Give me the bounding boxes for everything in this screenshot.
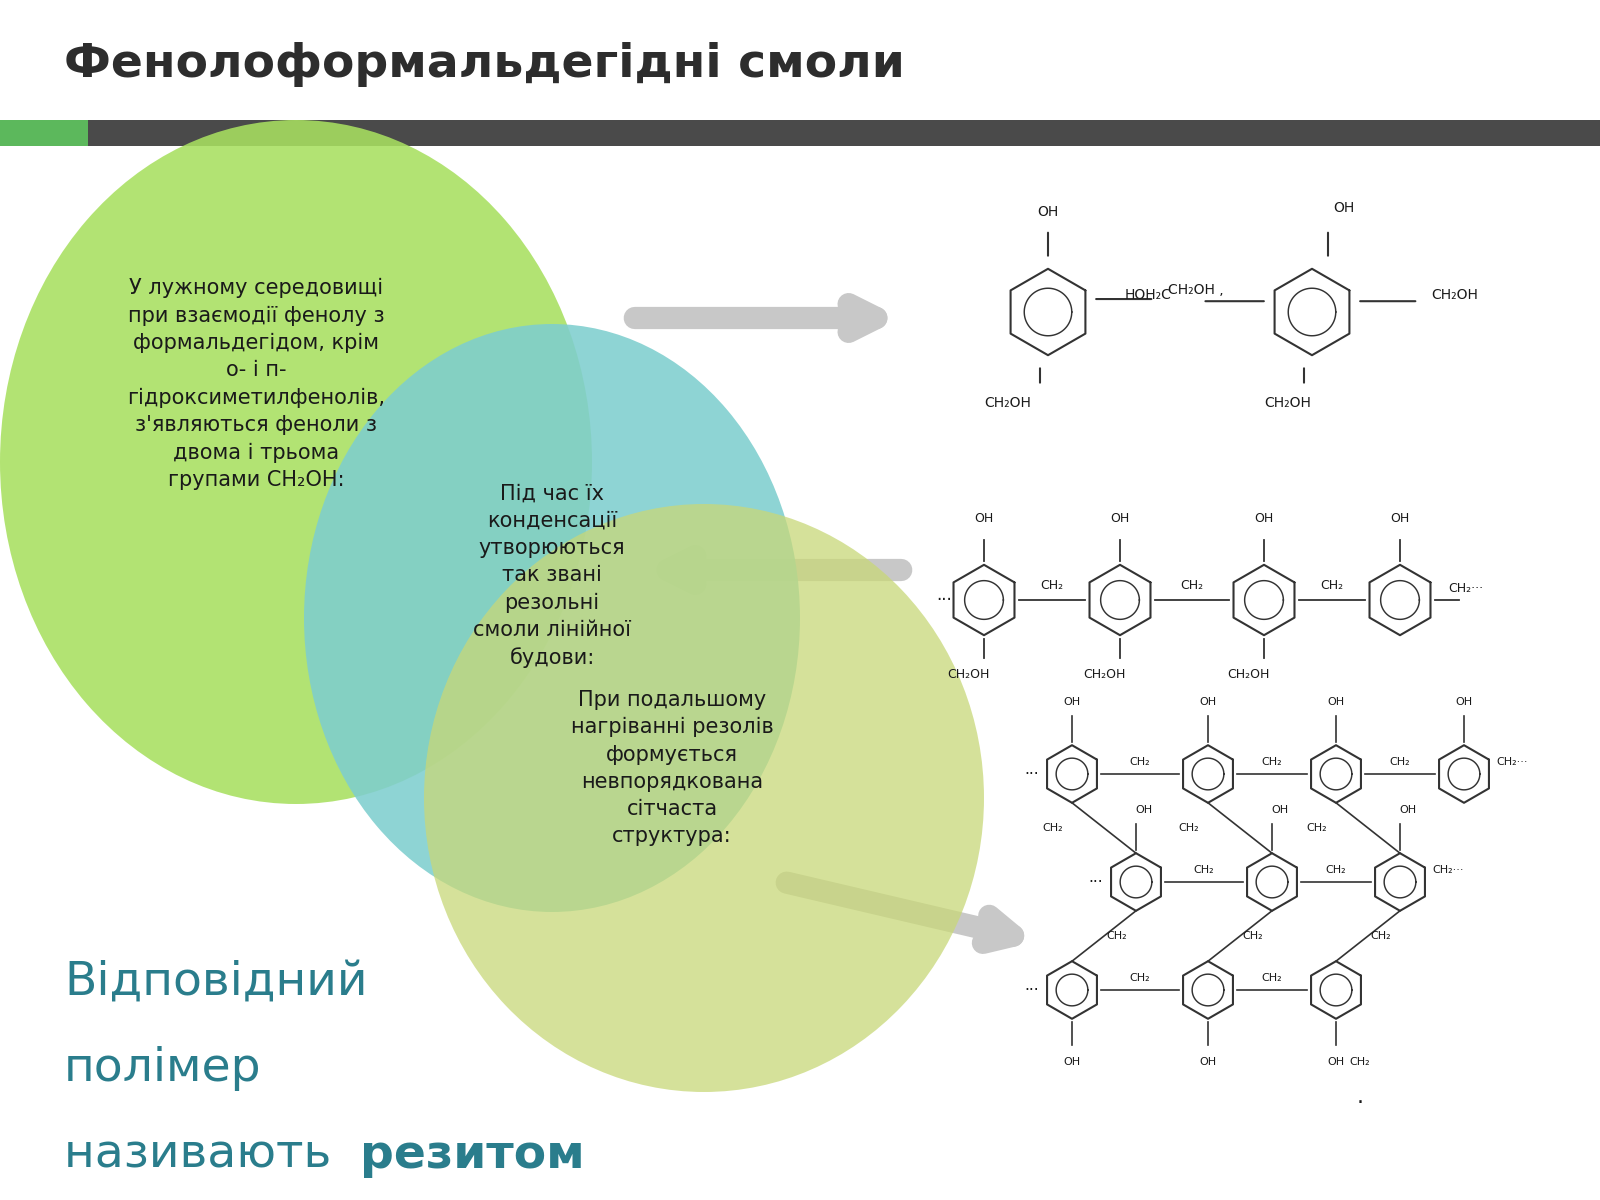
Text: OH: OH [1272, 804, 1288, 815]
Text: OH: OH [1254, 512, 1274, 526]
Text: CH₂OH: CH₂OH [1083, 667, 1125, 680]
Text: CH₂: CH₂ [1194, 865, 1214, 875]
Text: ···: ··· [1024, 767, 1040, 781]
Text: CH₂: CH₂ [1262, 973, 1282, 983]
Text: OH: OH [1110, 512, 1130, 526]
Text: CH₂: CH₂ [1130, 757, 1150, 767]
Text: CH₂: CH₂ [1307, 823, 1326, 833]
Text: CH₂OH: CH₂OH [1227, 667, 1269, 680]
Text: ···: ··· [1024, 983, 1040, 997]
Ellipse shape [424, 504, 984, 1092]
Text: CH₂: CH₂ [1179, 823, 1198, 833]
Text: називають: називають [64, 1133, 346, 1177]
Text: CH₂: CH₂ [1130, 973, 1150, 983]
Text: OH: OH [1328, 696, 1344, 707]
Text: CH₂: CH₂ [1107, 931, 1126, 941]
Text: OH: OH [1400, 804, 1416, 815]
Text: HOH₂C: HOH₂C [1125, 288, 1171, 301]
Text: OH: OH [974, 512, 994, 526]
Text: Під час їх
конденсації
утворюються
так звані
резольні
смоли лінійної
будови:: Під час їх конденсації утворюються так з… [474, 484, 630, 668]
Text: OH: OH [1200, 1057, 1216, 1067]
Text: OH: OH [1333, 200, 1355, 215]
Text: OH: OH [1456, 696, 1472, 707]
Text: CH₂: CH₂ [1262, 757, 1282, 767]
Text: OH: OH [1136, 804, 1152, 815]
Text: ·: · [1357, 1093, 1363, 1112]
Text: ···: ··· [936, 590, 952, 608]
Text: CH₂: CH₂ [1243, 931, 1262, 941]
Text: CH₂: CH₂ [1043, 823, 1062, 833]
Ellipse shape [0, 120, 592, 804]
Text: CH₂: CH₂ [1326, 865, 1346, 875]
Text: OH: OH [1037, 205, 1059, 218]
Text: Відповідний: Відповідний [64, 960, 368, 1006]
Text: CH₂···: CH₂··· [1432, 865, 1464, 875]
Text: CH₂: CH₂ [1181, 580, 1203, 592]
Text: CH₂OH: CH₂OH [1264, 396, 1312, 410]
Text: ···: ··· [1088, 875, 1104, 889]
Text: CH₂: CH₂ [1371, 931, 1390, 941]
Text: OH: OH [1064, 1057, 1080, 1067]
Text: CH₂: CH₂ [1350, 1057, 1370, 1068]
Ellipse shape [304, 324, 800, 912]
Text: CH₂···: CH₂··· [1448, 582, 1483, 594]
Text: резитом: резитом [360, 1133, 584, 1177]
Text: CH₂: CH₂ [1390, 757, 1410, 767]
Text: OH: OH [1064, 696, 1080, 707]
Text: CH₂OH: CH₂OH [947, 667, 989, 680]
Text: При подальшому
нагріванні резолів
формується
невпорядкована
сітчаста
структура:: При подальшому нагріванні резолів формує… [571, 690, 773, 846]
Text: У лужному середовищі
при взаємодії фенолу з
формальдегідом, крім
о- і п-
гідрокс: У лужному середовищі при взаємодії фенол… [126, 278, 386, 490]
Text: OH: OH [1390, 512, 1410, 526]
Text: Фенолоформальдегідні смоли: Фенолоформальдегідні смоли [64, 42, 906, 86]
Text: OH: OH [1328, 1057, 1344, 1067]
Bar [88, 120, 1600, 146]
Text: OH: OH [1200, 696, 1216, 707]
Text: CH₂: CH₂ [1320, 580, 1344, 592]
Text: CH₂: CH₂ [1040, 580, 1064, 592]
Text: CH₂OH ,: CH₂OH , [1168, 283, 1222, 298]
Bar [0, 120, 88, 146]
Text: CH₂···: CH₂··· [1496, 757, 1528, 767]
Text: CH₂OH: CH₂OH [1432, 288, 1478, 301]
Text: полімер: полімер [64, 1046, 262, 1092]
Text: CH₂OH: CH₂OH [984, 396, 1032, 410]
